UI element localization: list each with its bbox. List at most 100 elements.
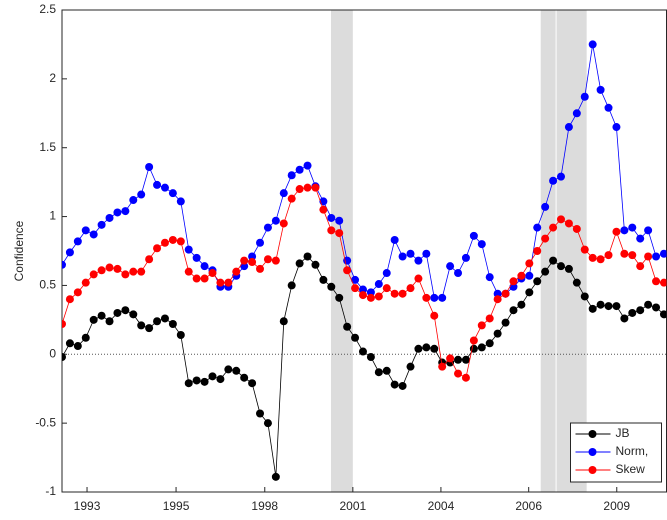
data-point <box>248 258 257 267</box>
data-point <box>73 288 82 297</box>
data-point <box>113 264 122 273</box>
y-tick-label: -1 <box>45 484 56 498</box>
data-point <box>121 306 130 315</box>
data-point <box>73 342 82 351</box>
data-point <box>604 251 613 260</box>
data-point <box>525 271 534 280</box>
data-point <box>469 344 478 353</box>
data-point <box>327 226 336 235</box>
data-point <box>145 324 154 333</box>
data-point <box>390 235 399 244</box>
data-point <box>358 285 367 294</box>
legend-marker <box>588 430 597 438</box>
data-point <box>469 231 478 240</box>
data-point <box>287 281 296 290</box>
data-point <box>636 234 645 243</box>
data-point <box>549 176 558 185</box>
data-point <box>556 215 565 224</box>
data-point <box>113 208 122 217</box>
data-point <box>200 377 209 386</box>
data-point <box>335 293 344 302</box>
legend-label: Skew <box>616 462 646 476</box>
y-tick-label: 0.5 <box>39 278 56 292</box>
data-point <box>588 253 597 262</box>
data-point <box>628 308 637 317</box>
data-point <box>62 319 66 328</box>
data-point <box>184 267 193 276</box>
data-point <box>390 380 399 389</box>
data-point <box>256 264 265 273</box>
data-point <box>256 409 265 418</box>
y-tick-label: 2 <box>49 71 56 85</box>
data-point <box>208 269 217 278</box>
data-point <box>327 213 336 222</box>
data-point <box>390 289 399 298</box>
data-point <box>430 311 439 320</box>
data-point <box>580 245 589 254</box>
data-point <box>454 355 463 364</box>
data-point <box>501 318 510 327</box>
data-point <box>184 379 193 388</box>
data-point <box>461 253 470 262</box>
data-point <box>279 317 288 326</box>
data-point <box>501 289 510 298</box>
data-point <box>192 376 201 385</box>
data-point <box>176 237 185 246</box>
data-point <box>129 267 138 276</box>
data-point <box>137 321 146 330</box>
data-point <box>382 284 391 293</box>
data-point <box>564 264 573 273</box>
data-point <box>113 308 122 317</box>
data-point <box>604 302 613 311</box>
data-point <box>248 252 257 261</box>
data-point <box>319 275 328 284</box>
data-point <box>374 368 383 377</box>
data-point <box>422 249 431 258</box>
data-point <box>358 347 367 356</box>
data-point <box>572 109 581 118</box>
data-point <box>145 255 154 264</box>
data-point <box>256 238 265 247</box>
data-point <box>73 237 82 246</box>
data-point <box>327 282 336 291</box>
data-point <box>446 354 455 363</box>
data-point <box>65 248 74 257</box>
data-point <box>644 300 653 309</box>
data-point <box>414 274 423 283</box>
data-point <box>374 280 383 289</box>
data-point <box>374 292 383 301</box>
data-point <box>137 190 146 199</box>
data-point <box>620 314 629 323</box>
data-point <box>343 266 352 275</box>
data-point <box>224 278 233 287</box>
data-point <box>612 123 621 132</box>
data-point <box>493 295 502 304</box>
data-point <box>406 249 415 258</box>
x-tick-label: 1998 <box>251 499 278 513</box>
data-point <box>62 260 66 269</box>
data-point <box>659 249 667 258</box>
data-point <box>240 262 249 271</box>
data-point <box>216 375 225 384</box>
data-point <box>81 226 90 235</box>
data-point <box>461 355 470 364</box>
data-point <box>137 267 146 276</box>
data-point <box>533 223 542 232</box>
data-point <box>271 216 280 225</box>
y-tick-label: 0 <box>49 346 56 360</box>
legend-marker <box>588 466 597 474</box>
data-point <box>311 183 320 192</box>
data-point <box>406 362 415 371</box>
data-point <box>271 256 280 265</box>
data-point <box>588 40 597 49</box>
data-point <box>430 344 439 353</box>
data-point <box>105 213 114 222</box>
data-point <box>160 183 169 192</box>
data-point <box>232 366 241 375</box>
data-point <box>366 288 375 297</box>
data-point <box>517 300 526 309</box>
data-point <box>572 278 581 287</box>
data-point <box>612 227 621 236</box>
x-tick-label: 2001 <box>339 499 366 513</box>
